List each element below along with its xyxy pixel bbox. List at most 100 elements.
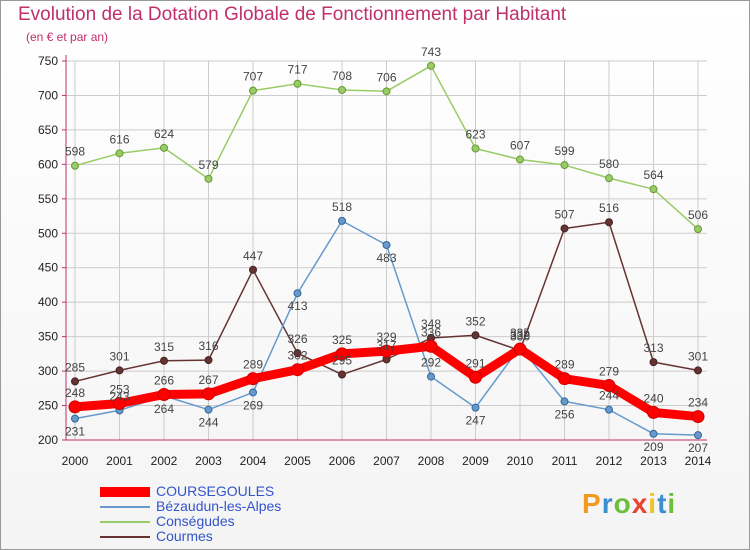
data-point — [382, 240, 391, 249]
data-label: 598 — [65, 145, 85, 159]
data-point — [471, 331, 480, 340]
y-tick-label: 200 — [38, 433, 58, 447]
x-tick-label: 2002 — [151, 454, 178, 468]
data-point — [68, 400, 82, 414]
data-label: 234 — [688, 396, 708, 410]
y-tick-label: 750 — [38, 54, 58, 68]
data-point — [291, 363, 304, 377]
data-label: 244 — [198, 416, 218, 430]
data-point — [160, 356, 168, 365]
chart-title: Evolution de la Dotation Globale de Fonc… — [18, 4, 567, 25]
x-tick-label: 2009 — [462, 454, 489, 468]
data-point — [293, 79, 302, 88]
data-point — [560, 161, 569, 170]
data-label: 209 — [643, 440, 663, 454]
data-label: 352 — [465, 314, 485, 328]
legend-swatch — [100, 487, 150, 497]
logo-letter: x — [631, 488, 649, 519]
data-point — [204, 356, 213, 365]
data-point — [202, 387, 215, 401]
data-label: 289 — [554, 358, 574, 372]
data-label: 507 — [554, 207, 574, 221]
data-point — [204, 174, 213, 183]
data-label: 240 — [643, 391, 663, 405]
data-label: 295 — [332, 354, 352, 368]
data-point — [602, 379, 616, 393]
data-label: 266 — [154, 374, 174, 388]
x-tick-label: 2007 — [373, 454, 400, 468]
data-label: 302 — [287, 349, 307, 363]
data-point — [249, 265, 257, 274]
data-point — [513, 342, 527, 356]
data-point — [71, 414, 79, 423]
data-label: 231 — [65, 425, 85, 439]
proxiti-logo: Proxiti — [582, 488, 676, 520]
data-label: 623 — [465, 128, 485, 142]
data-label: 743 — [421, 45, 441, 59]
data-point — [558, 372, 571, 386]
data-point — [71, 377, 79, 386]
data-point — [649, 429, 658, 438]
data-label: 292 — [421, 356, 441, 370]
y-tick-label: 650 — [38, 123, 58, 137]
data-label: 301 — [688, 349, 708, 363]
data-label: 329 — [376, 330, 396, 344]
x-tick-label: 2014 — [685, 454, 712, 468]
data-label: 313 — [643, 341, 663, 355]
data-point — [249, 388, 257, 397]
data-label: 348 — [421, 317, 441, 331]
y-tick-label: 550 — [38, 192, 58, 206]
data-label: 325 — [332, 333, 352, 347]
data-point — [246, 372, 260, 386]
data-label: 267 — [198, 373, 218, 387]
data-label: 447 — [243, 249, 263, 263]
legend-label: Bézaudun-les-Alpes — [156, 498, 282, 514]
legend-swatch — [100, 521, 150, 523]
data-point — [694, 431, 702, 440]
data-point — [605, 218, 613, 227]
data-label: 717 — [287, 63, 307, 77]
y-tick-label: 350 — [38, 330, 58, 344]
y-tick-label: 300 — [38, 364, 58, 378]
data-point — [605, 174, 613, 183]
data-point — [293, 289, 302, 298]
data-point — [647, 405, 660, 419]
data-point — [694, 366, 702, 375]
data-label: 244 — [599, 389, 619, 403]
data-point — [382, 87, 391, 96]
y-tick-label: 500 — [38, 226, 58, 240]
data-point — [516, 155, 524, 164]
y-tick-label: 700 — [38, 88, 58, 102]
logo-letter: i — [648, 488, 658, 519]
data-point — [649, 185, 658, 194]
x-tick-label: 2006 — [329, 454, 356, 468]
data-point — [471, 144, 480, 153]
data-point — [71, 161, 79, 170]
data-label: 607 — [510, 139, 530, 153]
legend-label: Courmes — [156, 528, 213, 544]
legend-label: COURSEGOULES — [156, 483, 275, 499]
data-label: 301 — [109, 349, 129, 363]
data-label: 248 — [65, 386, 85, 400]
x-tick-label: 2004 — [240, 454, 267, 468]
data-label: 264 — [154, 402, 174, 416]
data-point — [427, 61, 435, 70]
x-tick-label: 2001 — [106, 454, 133, 468]
data-point — [605, 405, 613, 414]
data-label: 332 — [510, 328, 530, 342]
data-label: 316 — [198, 339, 218, 353]
data-point — [471, 403, 480, 412]
data-point — [115, 149, 124, 158]
x-tick-label: 2012 — [596, 454, 623, 468]
data-label: 518 — [332, 200, 352, 214]
data-point — [469, 370, 482, 384]
data-label: 247 — [465, 414, 485, 428]
data-point — [338, 370, 346, 379]
data-point — [338, 85, 346, 94]
x-tick-label: 2000 — [62, 454, 89, 468]
data-label: 335 — [510, 326, 530, 340]
data-label: 256 — [554, 407, 574, 421]
data-label: 506 — [688, 208, 708, 222]
legend-label: Conségudes — [156, 513, 235, 529]
